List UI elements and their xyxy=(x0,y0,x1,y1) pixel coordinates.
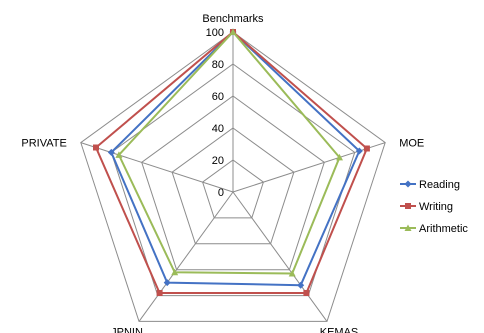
legend-label-writing: Writing xyxy=(419,201,453,213)
point-arithmetic-moe xyxy=(336,153,343,161)
grid-ring-80 xyxy=(110,63,356,297)
grid-ring-40 xyxy=(171,127,295,245)
grid-ring-20 xyxy=(202,159,264,219)
legend-label-arithmetic: Arithmetic xyxy=(419,223,468,235)
category-label-private: PRIVATE xyxy=(21,138,66,150)
tick-label-80: 80 xyxy=(212,59,224,71)
tick-label-40: 40 xyxy=(212,123,224,135)
point-reading-kemas xyxy=(297,281,305,289)
radar-grid xyxy=(80,31,386,322)
legend-marker-arithmetic xyxy=(404,224,412,231)
tick-label-20: 20 xyxy=(212,155,224,167)
series-line-arithmetic xyxy=(117,30,341,275)
tick-label-60: 60 xyxy=(212,91,224,103)
tick-label-0: 0 xyxy=(218,187,224,199)
point-arithmetic-benchmarks xyxy=(229,28,237,35)
radar-labels: 0 20 40 60 80 100 Benchmarks MOE KEMAS JPNIN PRIVA… xyxy=(21,13,424,333)
category-label-kemas: KEMAS xyxy=(320,326,359,333)
point-writing-moe xyxy=(363,145,370,152)
legend-item-reading: Reading xyxy=(400,179,460,191)
spoke-3 xyxy=(138,191,234,322)
point-reading-private xyxy=(107,148,115,156)
series-writing xyxy=(93,29,370,296)
series-line-writing xyxy=(94,30,369,294)
spoke-1 xyxy=(232,142,386,193)
category-label-jpnin: JPNIN xyxy=(111,326,143,333)
grid-ring-100 xyxy=(80,31,386,322)
point-reading-moe xyxy=(355,147,363,155)
category-label-benchmarks: Benchmarks xyxy=(202,13,264,25)
point-reading-jpnin xyxy=(163,279,171,287)
legend-item-writing: Writing xyxy=(400,201,453,213)
legend-item-arithmetic: Arithmetic xyxy=(400,223,468,235)
legend-marker-writing xyxy=(405,203,411,209)
point-writing-private xyxy=(93,144,99,151)
point-arithmetic-private xyxy=(115,151,123,158)
spoke-4 xyxy=(80,142,234,193)
point-writing-jpnin xyxy=(156,290,163,296)
grid-ring-60 xyxy=(141,95,325,271)
point-arithmetic-jpnin xyxy=(171,268,179,276)
category-label-moe: MOE xyxy=(399,138,424,150)
point-writing-kemas xyxy=(303,290,310,296)
point-arithmetic-kemas xyxy=(288,270,296,277)
radar-series xyxy=(93,28,370,296)
legend-marker-reading xyxy=(404,180,412,188)
series-arithmetic xyxy=(115,28,343,277)
legend: Reading Writing Arithmetic xyxy=(400,179,468,235)
spoke-2 xyxy=(232,191,328,322)
series-line-reading xyxy=(110,30,361,287)
legend-label-reading: Reading xyxy=(419,179,460,191)
tick-label-100: 100 xyxy=(206,27,224,39)
